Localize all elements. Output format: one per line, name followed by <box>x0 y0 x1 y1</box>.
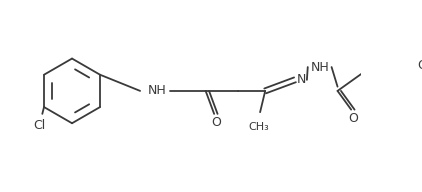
Text: Cl: Cl <box>33 119 45 132</box>
Text: N: N <box>297 73 306 86</box>
Text: O: O <box>211 116 221 129</box>
Text: NH: NH <box>310 60 329 74</box>
Text: NH: NH <box>148 84 167 97</box>
Text: O: O <box>418 59 422 72</box>
Text: CH₃: CH₃ <box>248 122 269 132</box>
Text: O: O <box>348 112 358 125</box>
